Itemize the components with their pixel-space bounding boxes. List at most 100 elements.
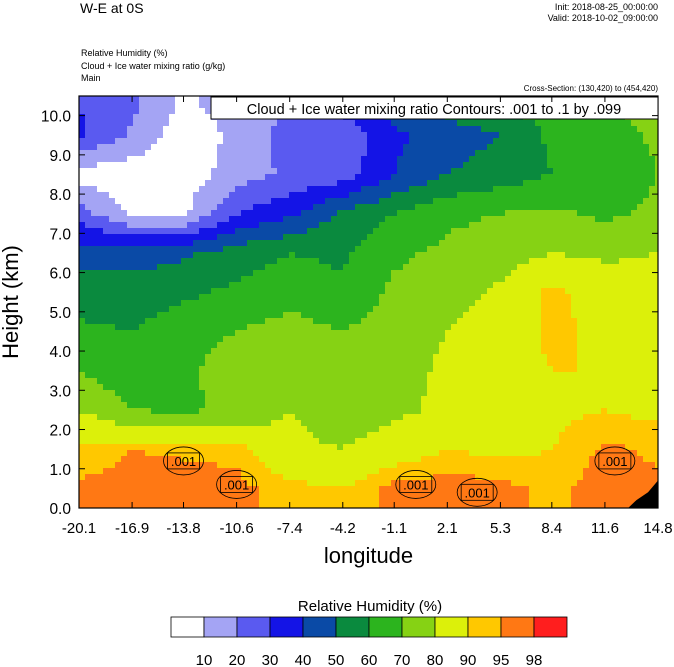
rh-cell: [655, 216, 658, 223]
rh-cell: [637, 312, 644, 319]
rh-cell: [109, 366, 116, 373]
rh-cell: [205, 270, 212, 277]
rh-cell: [175, 246, 182, 253]
rh-cell: [85, 264, 92, 271]
rh-cell: [307, 366, 314, 373]
rh-cell: [631, 192, 638, 199]
rh-cell: [517, 342, 524, 349]
rh-cell: [139, 192, 146, 199]
rh-cell: [325, 252, 332, 259]
rh-cell: [613, 168, 620, 175]
rh-cell: [247, 204, 254, 211]
rh-cell: [535, 192, 542, 199]
rh-cell: [493, 198, 500, 205]
rh-cell: [439, 342, 446, 349]
rh-cell: [103, 324, 110, 331]
rh-cell: [121, 378, 128, 385]
rh-cell: [97, 126, 104, 133]
rh-cell: [355, 336, 362, 343]
rh-cell: [157, 228, 164, 235]
rh-cell: [283, 174, 290, 181]
rh-cell: [379, 324, 386, 331]
rh-cell: [301, 360, 308, 367]
rh-cell: [277, 198, 284, 205]
rh-cell: [235, 132, 242, 139]
rh-cell: [481, 342, 488, 349]
rh-cell: [283, 186, 290, 193]
rh-cell: [85, 102, 92, 109]
rh-cell: [583, 198, 590, 205]
rh-cell: [571, 354, 578, 361]
rh-cell: [115, 144, 122, 151]
rh-cell: [559, 222, 566, 229]
rh-cell: [637, 150, 644, 157]
rh-cell: [601, 312, 608, 319]
rh-cell: [337, 336, 344, 343]
rh-cell: [643, 294, 650, 301]
rh-cell: [319, 366, 326, 373]
rh-cell: [79, 300, 86, 307]
rh-cell: [625, 240, 632, 247]
rh-cell: [97, 258, 104, 265]
rh-cell: [223, 126, 230, 133]
rh-cell: [271, 324, 278, 331]
rh-cell: [337, 186, 344, 193]
rh-cell: [613, 228, 620, 235]
rh-cell: [331, 366, 338, 373]
rh-cell: [595, 348, 602, 355]
rh-cell: [355, 252, 362, 259]
rh-cell: [211, 360, 218, 367]
rh-cell: [223, 402, 230, 409]
rh-cell: [169, 390, 176, 397]
rh-cell: [259, 144, 266, 151]
rh-cell: [571, 348, 578, 355]
rh-cell: [217, 216, 224, 223]
rh-cell: [325, 180, 332, 187]
rh-cell: [163, 114, 170, 121]
rh-cell: [217, 204, 224, 211]
rh-cell: [547, 132, 554, 139]
rh-cell: [241, 288, 248, 295]
rh-cell: [265, 390, 272, 397]
rh-cell: [397, 270, 404, 277]
rh-cell: [91, 102, 98, 109]
rh-cell: [481, 288, 488, 295]
rh-cell: [91, 300, 98, 307]
rh-cell: [205, 348, 212, 355]
rh-cell: [397, 258, 404, 265]
rh-cell: [469, 252, 476, 259]
rh-cell: [343, 204, 350, 211]
rh-cell: [559, 168, 566, 175]
rh-cell: [457, 252, 464, 259]
rh-cell: [643, 144, 650, 151]
rh-cell: [283, 138, 290, 145]
rh-cell: [637, 252, 644, 259]
rh-cell: [397, 216, 404, 223]
rh-cell: [385, 240, 392, 247]
rh-cell: [103, 276, 110, 283]
rh-cell: [175, 312, 182, 319]
rh-cell: [619, 258, 626, 265]
rh-cell: [295, 240, 302, 247]
rh-cell: [235, 378, 242, 385]
rh-cell: [385, 396, 392, 403]
rh-cell: [121, 342, 128, 349]
rh-cell: [595, 204, 602, 211]
rh-cell: [223, 258, 230, 265]
rh-cell: [541, 174, 548, 181]
rh-cell: [121, 210, 128, 217]
rh-cell: [109, 300, 116, 307]
rh-cell: [397, 366, 404, 373]
rh-cell: [475, 210, 482, 217]
rh-cell: [265, 282, 272, 289]
rh-cell: [205, 144, 212, 151]
rh-cell: [439, 318, 446, 325]
rh-cell: [415, 360, 422, 367]
rh-cell: [613, 282, 620, 289]
page-title: W-E at 0S: [80, 0, 144, 16]
rh-cell: [571, 330, 578, 337]
rh-cell: [247, 366, 254, 373]
rh-cell: [325, 318, 332, 325]
rh-cell: [631, 168, 638, 175]
rh-cell: [127, 162, 134, 169]
